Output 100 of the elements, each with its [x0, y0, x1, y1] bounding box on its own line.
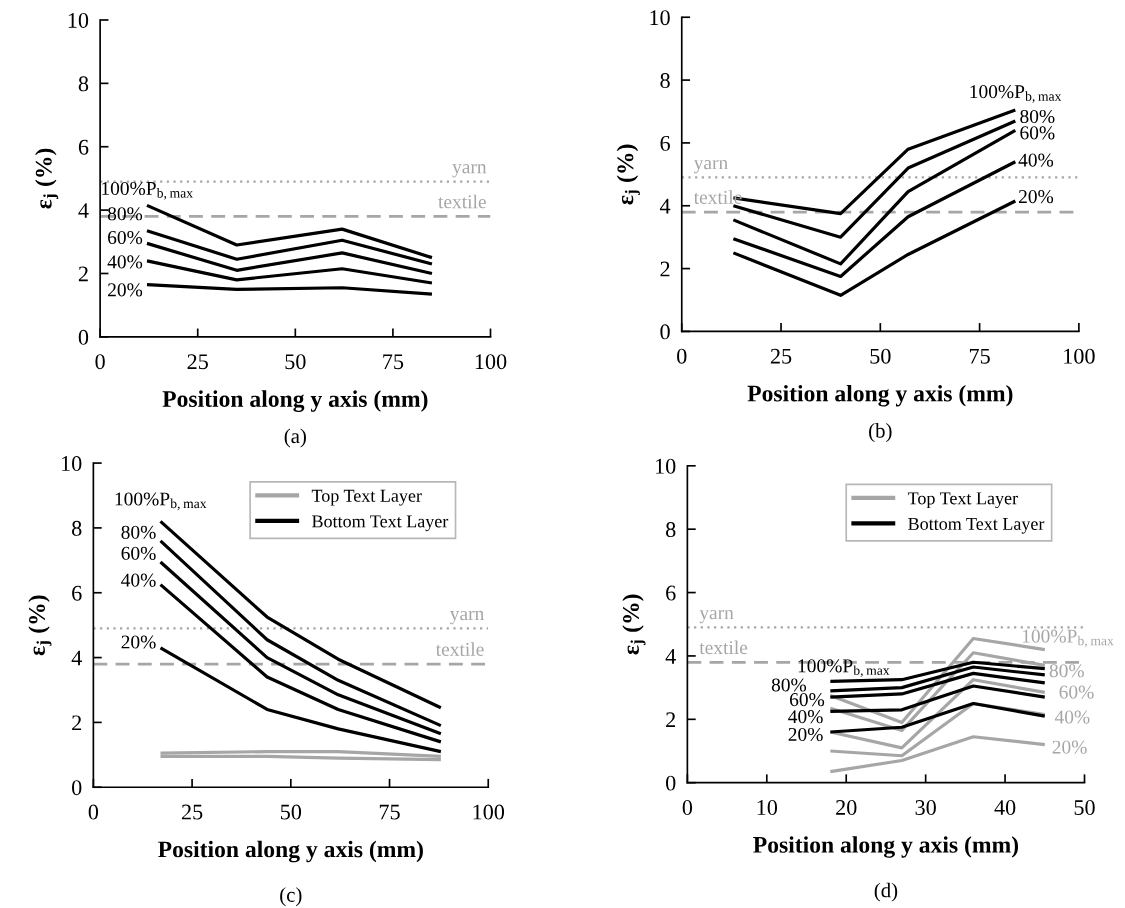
line-series [828, 684, 1047, 713]
x-tick-label: 100 [473, 804, 505, 820]
annotation: 80% [107, 207, 143, 221]
text: (c) [280, 887, 302, 907]
y-axis-title: ε$_{j}$ (%) [28, 595, 52, 656]
y-tick-label: 2 [72, 715, 82, 731]
x-tick-label: 0 [88, 804, 99, 820]
y-tick-label: 0 [666, 775, 676, 791]
y-tick-label: 2 [78, 266, 88, 282]
legend-label: Top Text Layer [311, 489, 422, 506]
y-tick-label: 6 [78, 139, 89, 155]
y-axis-title: ε$_{j}$ (%) [622, 594, 646, 655]
y-tick-label: 8 [660, 73, 670, 89]
y-tick-label: 6 [666, 585, 676, 601]
y-tick-label: 6 [72, 585, 82, 601]
annotation: 100%P$_{b,max}$ [1022, 629, 1114, 648]
x-tick-label: 75 [379, 804, 400, 820]
ref-line-label: textile [435, 642, 484, 656]
annotation: 80% [771, 678, 807, 692]
x-tick-label: 50 [285, 354, 306, 370]
y-tick-label: 4 [659, 198, 671, 214]
x-axis-title: Position along y axis (mm) [747, 384, 1013, 407]
text: (d) [874, 882, 898, 902]
annotation: 40% [1018, 153, 1054, 167]
y-axis-title: ε$_{j}$ (%) [616, 144, 640, 205]
annotation: 40% [788, 710, 823, 724]
x-tick-label: 25 [187, 354, 208, 370]
annotation: 80% [121, 525, 156, 539]
ref-line-label: yarn [452, 164, 487, 178]
y-tick-label: 8 [78, 76, 89, 92]
y-tick-label: 0 [78, 329, 89, 345]
annotation: 40% [107, 255, 143, 269]
text: (b) [869, 423, 892, 442]
y-axis-title: ε$_{j}$ (%) [35, 148, 59, 209]
annotation: 20% [108, 283, 143, 297]
x-tick-label: 75 [969, 348, 990, 364]
x-tick-label: 0 [677, 348, 687, 364]
y-tick-label: 4 [665, 649, 676, 664]
annotation: 100%P$_{b,max}$ [115, 492, 207, 511]
annotation: 100%P$_{b,max}$ [798, 659, 890, 677]
x-tick-label: 25 [181, 804, 203, 820]
line-series [145, 241, 434, 276]
x-tick-label: 25 [770, 348, 792, 364]
ref-line-label: yarn [449, 610, 485, 625]
line-series [145, 229, 434, 266]
x-tick-label: 100 [1064, 348, 1095, 364]
line-series [828, 701, 1047, 734]
y-tick-label: 0 [72, 780, 82, 796]
y-tick-label: 2 [666, 712, 676, 728]
y-tick-label: 8 [72, 520, 82, 536]
x-tick-label: 50 [870, 348, 891, 364]
annotation: 60% [108, 230, 143, 245]
annotation: 100%P$_{b,max}$ [102, 181, 193, 200]
annotation: 60% [121, 546, 156, 560]
legend-label: Bottom Text Layer [908, 517, 1045, 534]
legend-label: Top Text Layer [907, 492, 1018, 509]
ref-line-label: yarn [693, 159, 728, 174]
y-tick-label: 10 [650, 10, 670, 26]
annotation: 60% [1020, 126, 1055, 140]
text: (a) [284, 428, 306, 448]
y-tick-label: 6 [660, 135, 670, 151]
y-tick-label: 0 [660, 324, 670, 340]
annotation: 60% [1059, 685, 1094, 699]
line-series [145, 203, 434, 260]
annotation: 40% [1054, 710, 1090, 724]
x-axis-title: Position along y axis (mm) [753, 836, 1019, 858]
line-series [145, 259, 434, 285]
annotation: 80% [1020, 109, 1055, 124]
ref-line-label: textile [438, 194, 486, 209]
annotation: 20% [1018, 190, 1054, 204]
ref-line-label: yarn [699, 609, 734, 624]
x-tick-label: 10 [757, 800, 778, 815]
annotation: 80% [1049, 664, 1084, 678]
x-tick-label: 40 [994, 800, 1016, 815]
annotation: 60% [789, 693, 825, 707]
x-tick-label: 75 [383, 354, 404, 370]
annotation: 40% [121, 573, 156, 587]
x-tick-label: 50 [1074, 800, 1095, 815]
annotation: 20% [788, 727, 823, 742]
line-series [145, 282, 434, 296]
y-tick-label: 2 [660, 261, 670, 277]
x-axis-title: Position along y axis (mm) [162, 390, 428, 412]
x-tick-label: 100 [475, 354, 507, 370]
ref-line-label: textile [699, 640, 748, 655]
y-tick-label: 10 [68, 12, 89, 28]
x-tick-label: 20 [836, 800, 857, 815]
y-tick-label: 10 [656, 458, 676, 474]
x-axis-title: Position along y axis (mm) [158, 840, 423, 863]
y-tick-label: 8 [666, 522, 676, 538]
x-tick-label: 50 [280, 804, 302, 820]
y-tick-label: 4 [78, 203, 89, 218]
annotation: 20% [1052, 740, 1087, 754]
x-tick-label: 30 [915, 800, 936, 815]
line-series [828, 735, 1047, 774]
annotation: 100%P$_{b,max}$ [970, 85, 1062, 103]
ref-line-label: textile [693, 190, 742, 204]
annotation: 20% [121, 635, 156, 649]
x-tick-label: 0 [682, 800, 693, 815]
y-tick-label: 4 [71, 650, 82, 666]
x-tick-label: 0 [95, 354, 105, 370]
